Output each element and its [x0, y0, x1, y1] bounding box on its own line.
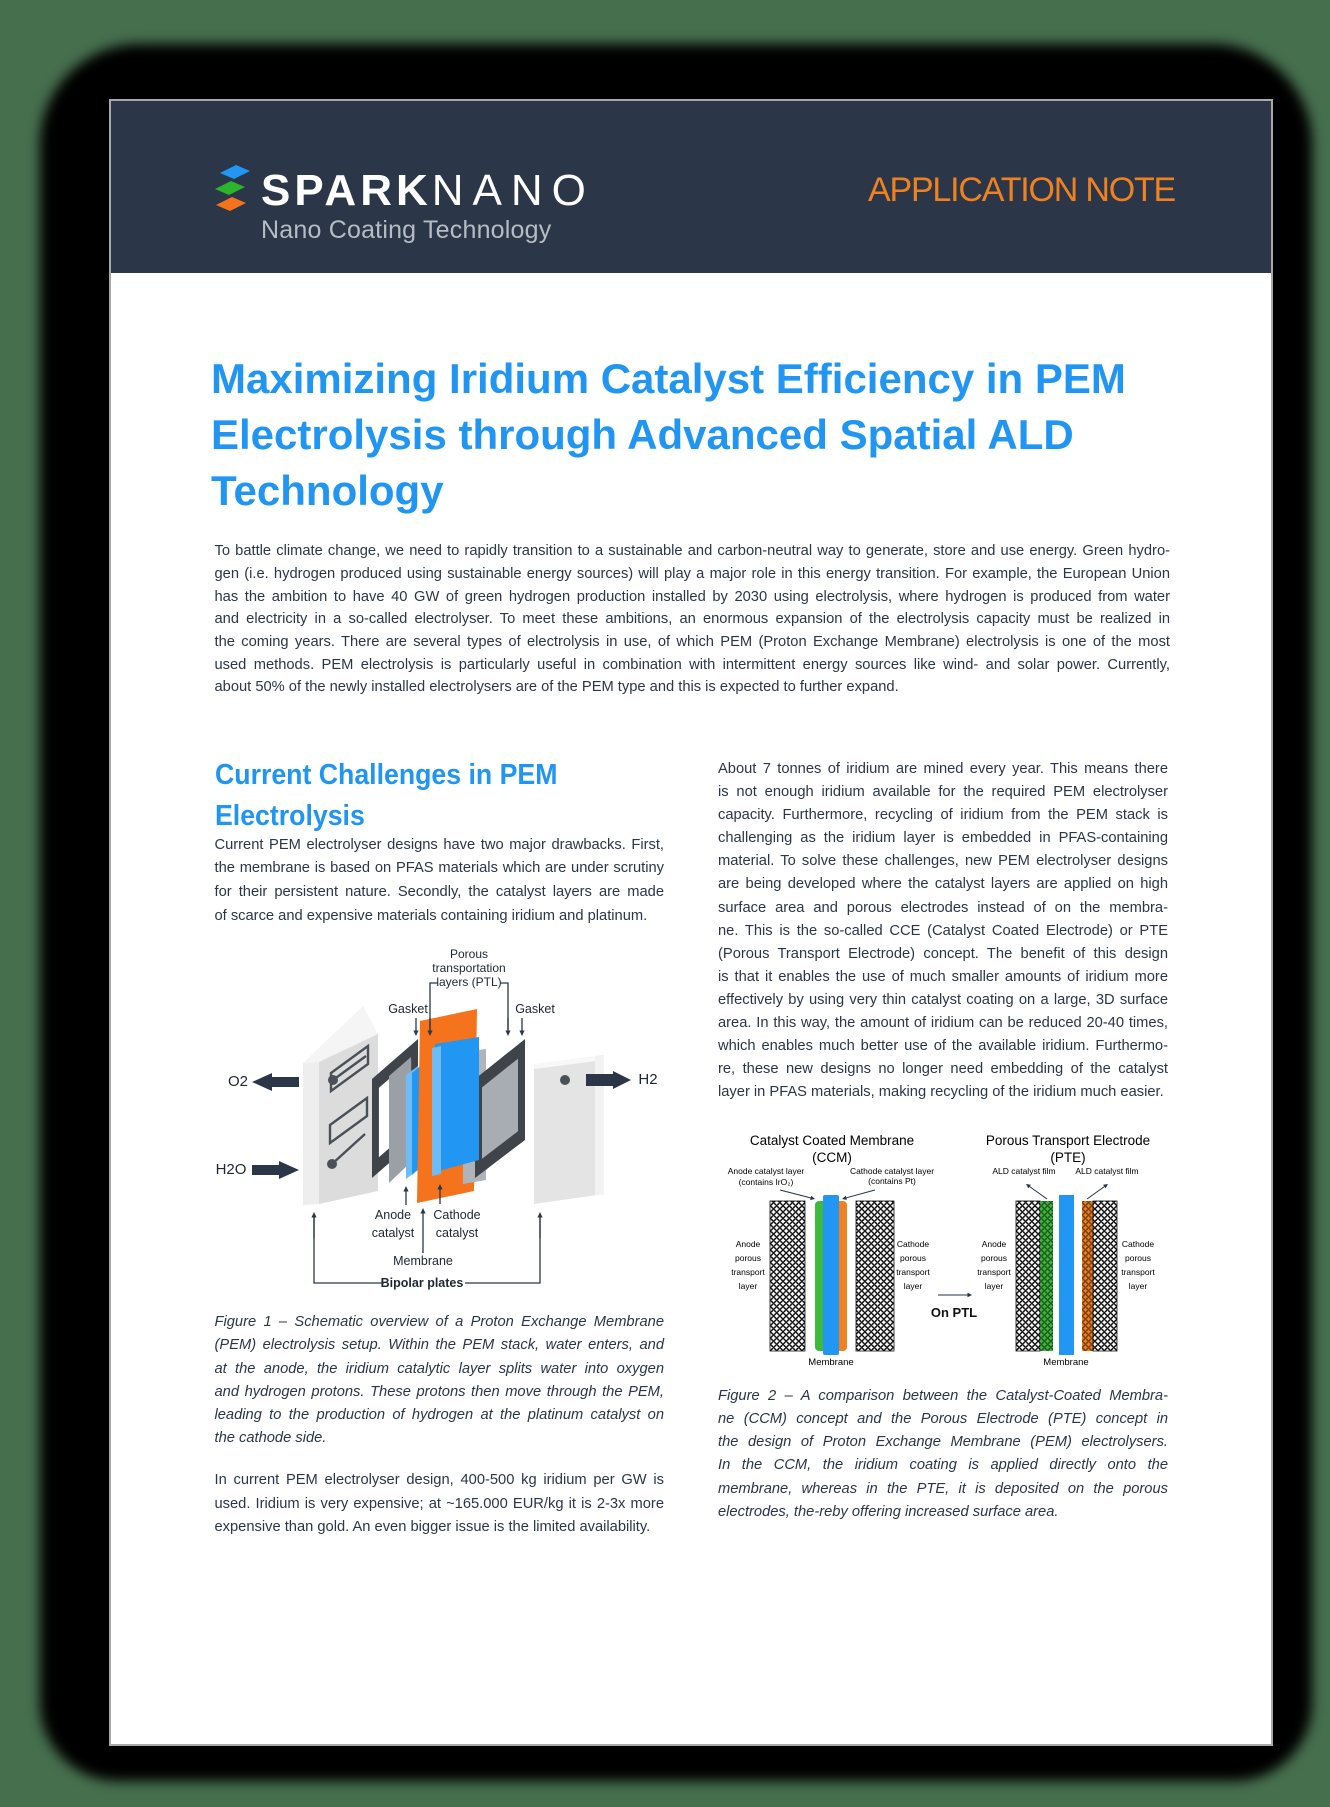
- svg-text:layers (PTL): layers (PTL): [436, 975, 501, 989]
- svg-text:H2O: H2O: [216, 1161, 247, 1178]
- svg-text:layer: layer: [985, 1281, 1004, 1291]
- svg-text:transport: transport: [896, 1267, 930, 1277]
- svg-text:layer: layer: [1129, 1281, 1148, 1291]
- svg-text:ALD catalyst film: ALD catalyst film: [992, 1166, 1055, 1176]
- svg-text:(contains Pt): (contains Pt): [868, 1176, 916, 1186]
- svg-text:Catalyst Coated Membrane: Catalyst Coated Membrane: [750, 1133, 914, 1148]
- svg-text:(contains IrO₂): (contains IrO₂): [739, 1177, 794, 1187]
- svg-text:transport: transport: [977, 1267, 1011, 1277]
- svg-text:(PTE): (PTE): [1050, 1150, 1085, 1165]
- svg-text:Gasket: Gasket: [515, 1002, 555, 1016]
- svg-text:Cathode: Cathode: [897, 1239, 929, 1249]
- svg-text:(CCM): (CCM): [812, 1150, 852, 1165]
- svg-text:layer: layer: [904, 1281, 923, 1291]
- svg-text:On PTL: On PTL: [931, 1305, 977, 1320]
- svg-text:transport: transport: [731, 1267, 765, 1277]
- svg-text:porous: porous: [735, 1253, 761, 1263]
- svg-text:Membrane: Membrane: [1043, 1357, 1088, 1368]
- svg-text:transport: transport: [1121, 1267, 1155, 1277]
- svg-text:transportation: transportation: [432, 961, 505, 975]
- svg-text:Anode catalyst layer: Anode catalyst layer: [728, 1166, 805, 1176]
- svg-text:layer: layer: [739, 1281, 758, 1291]
- svg-text:Cathode catalyst layer: Cathode catalyst layer: [850, 1166, 934, 1176]
- svg-text:Anode: Anode: [982, 1239, 1007, 1249]
- svg-text:ALD catalyst film: ALD catalyst film: [1075, 1166, 1138, 1176]
- svg-text:porous: porous: [900, 1253, 926, 1263]
- svg-text:porous: porous: [1125, 1253, 1151, 1263]
- svg-text:porous: porous: [981, 1253, 1007, 1263]
- svg-text:Membrane: Membrane: [808, 1357, 853, 1368]
- svg-text:H2: H2: [638, 1071, 657, 1088]
- svg-text:Anode: Anode: [736, 1239, 761, 1249]
- svg-text:Cathode: Cathode: [1122, 1239, 1154, 1249]
- svg-text:Cathode: Cathode: [433, 1208, 480, 1222]
- svg-text:Bipolar plates: Bipolar plates: [381, 1276, 464, 1290]
- svg-text:Porous: Porous: [450, 947, 488, 961]
- svg-text:Gasket: Gasket: [388, 1002, 428, 1016]
- svg-text:catalyst: catalyst: [436, 1226, 479, 1240]
- svg-text:Porous Transport Electrode: Porous Transport Electrode: [986, 1133, 1150, 1148]
- svg-text:O2: O2: [228, 1073, 248, 1090]
- svg-text:Anode: Anode: [375, 1208, 411, 1222]
- svg-text:Membrane: Membrane: [393, 1254, 453, 1268]
- svg-text:catalyst: catalyst: [372, 1226, 415, 1240]
